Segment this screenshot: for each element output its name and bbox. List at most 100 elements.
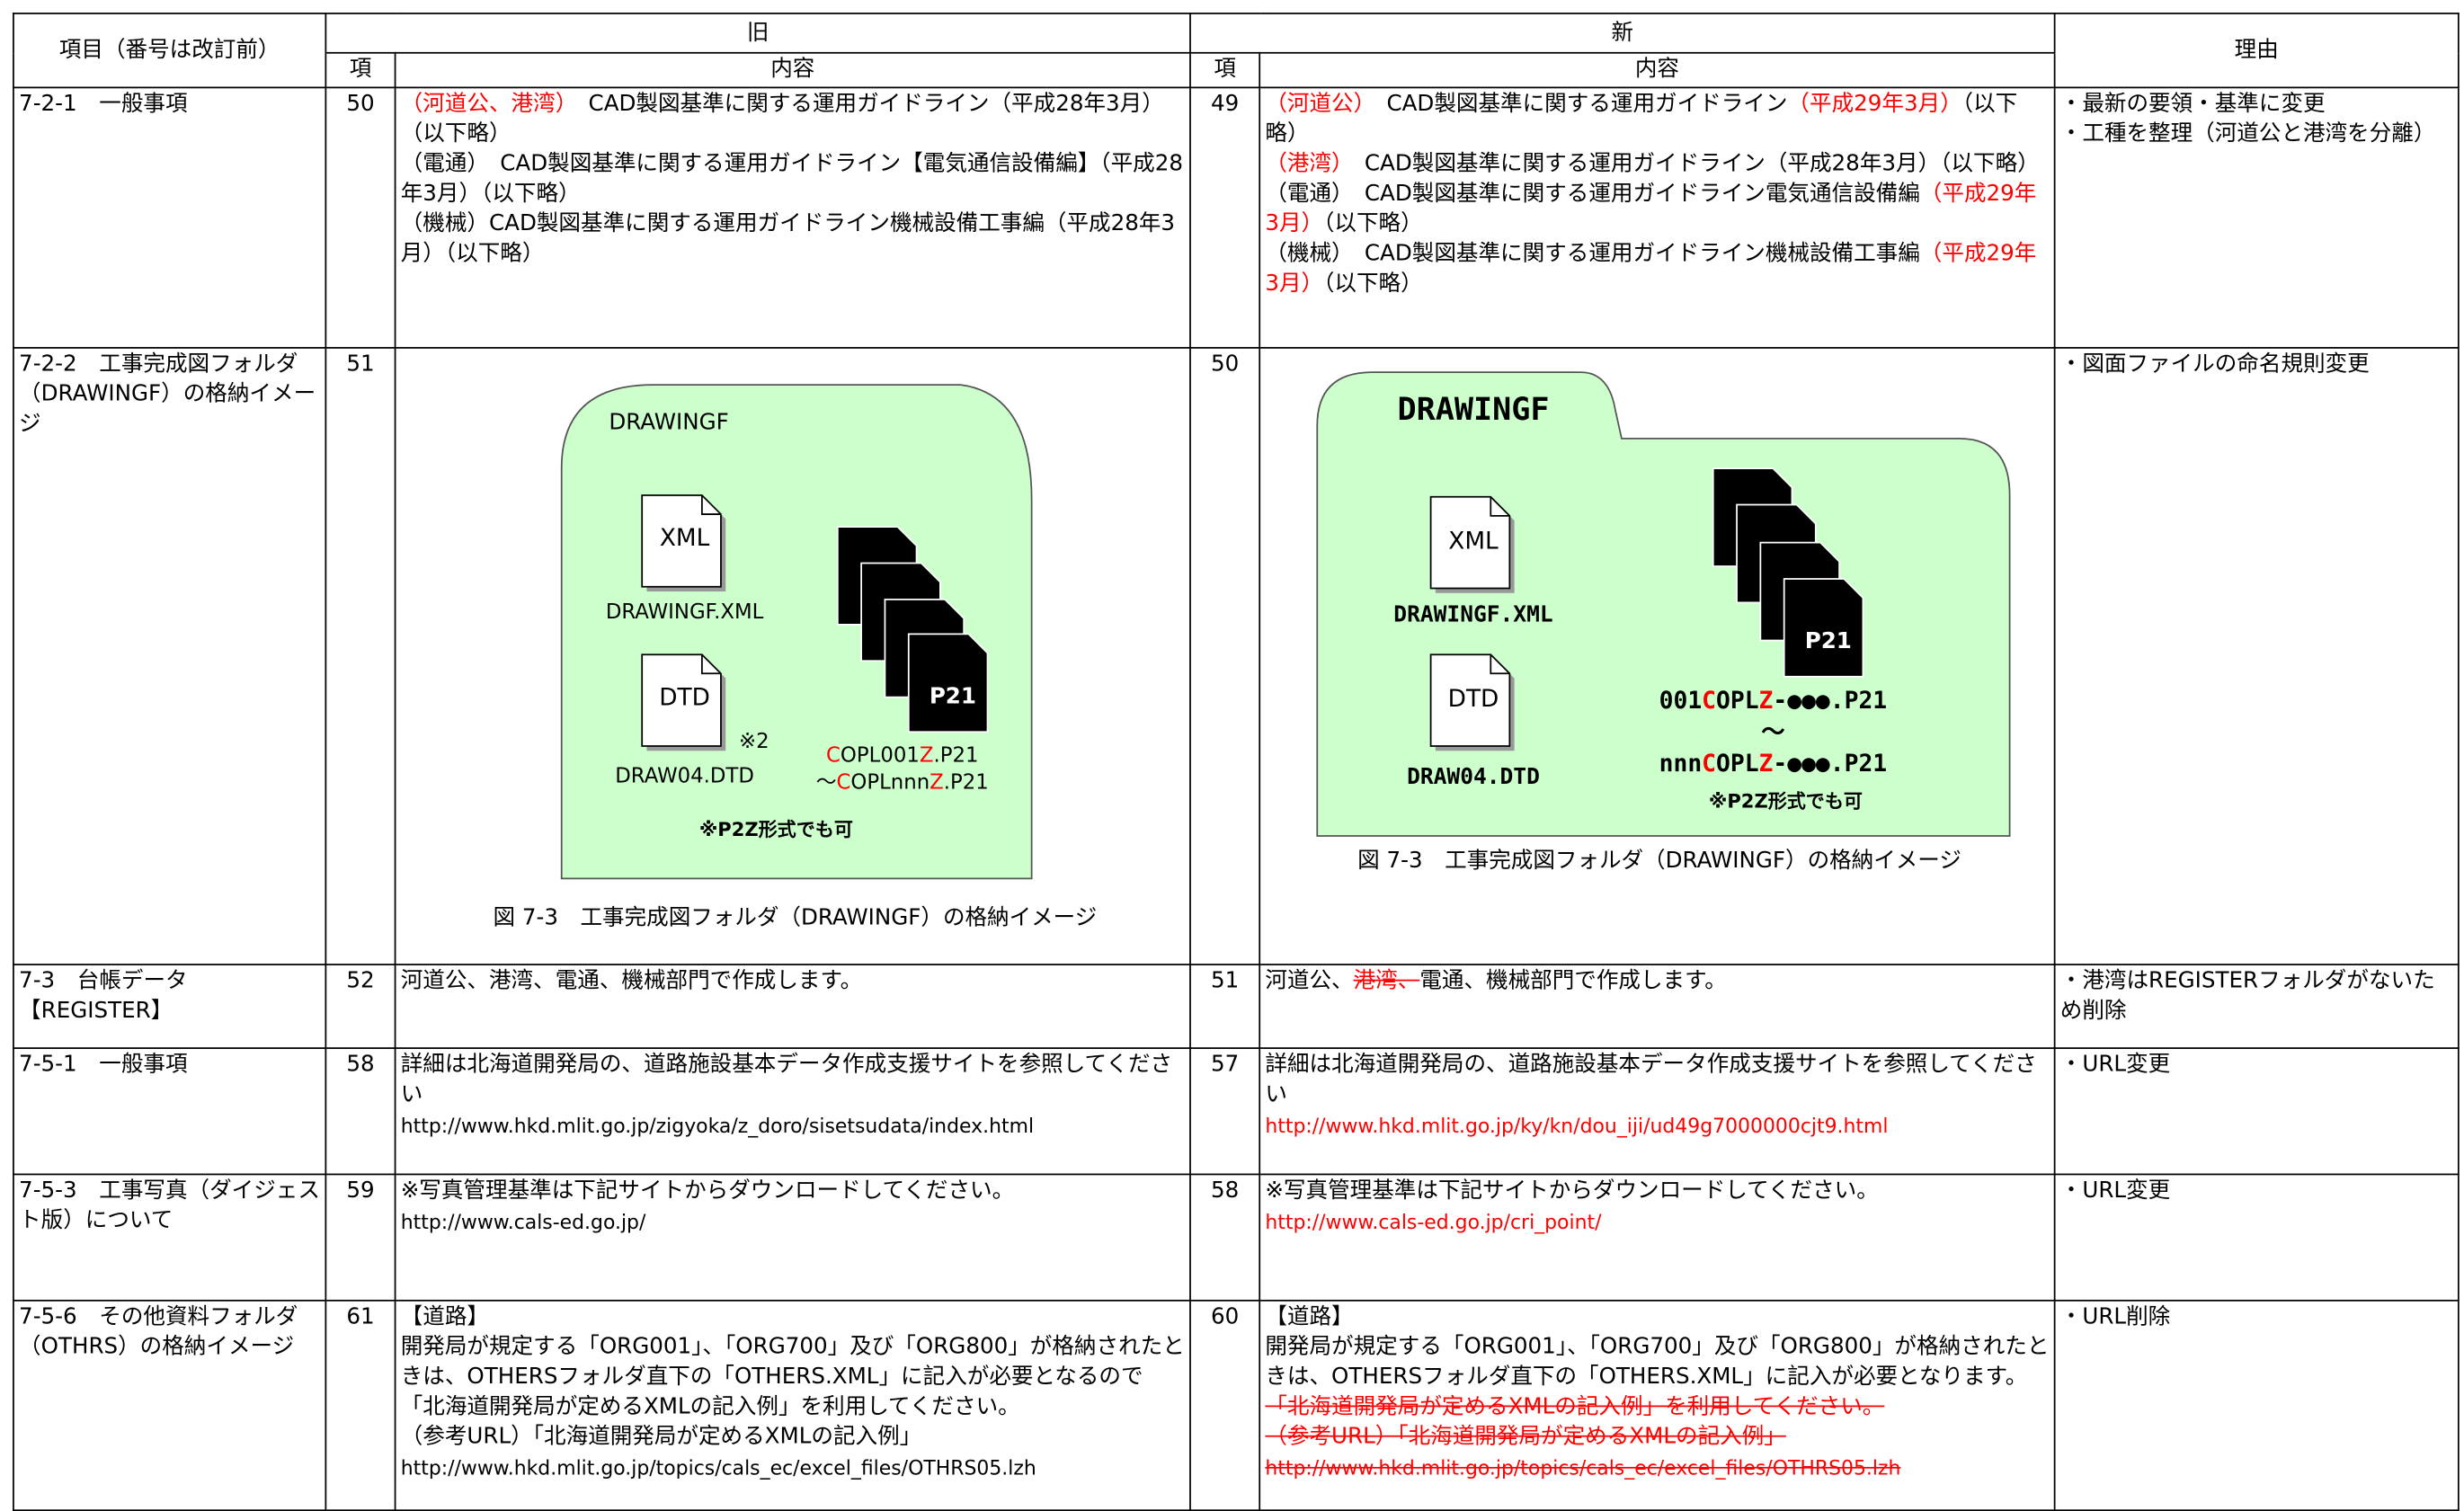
paragraph: http://www.cals-ed.go.jp/cri_point/ (1265, 1206, 2049, 1238)
file-name: DRAW04.DTD (615, 764, 754, 787)
reason-line: ・URL変更 (2059, 1178, 2171, 1204)
text-segment: nnn (1659, 751, 1703, 778)
table-row: 7-5-3 工事写真（ダイジェスト版）について 59 ※写真管理基準は下記サイトから… (13, 1173, 2460, 1302)
content-cell: （河道公、港湾） CAD製図基準に関する運用ガイドライン（平成28年3月）（以下… (394, 86, 1191, 349)
text-segment: .P21 (933, 744, 978, 768)
figure-caption: 図 7-3 工事完成図フォルダ（DRAWINGF）の格納イメージ (1357, 847, 1961, 873)
paragraph: （機械）CAD製図基準に関する運用ガイドライン機械設備工事編（平成28年3月）（… (401, 209, 1185, 270)
text-segment: ※写真管理基準は下記サイトからダウンロードしてください。 (400, 1178, 1015, 1204)
paragraph: （電通） CAD製図基準に関する運用ガイドライン【電気通信設備編】（平成28年3… (401, 150, 1185, 210)
paragraph: 【道路】 (401, 1302, 1185, 1332)
paragraph: http://www.hkd.mlit.go.jp/topics/cals_ec… (401, 1453, 1185, 1484)
text-segment: （以下略） (1323, 211, 1423, 237)
number-cell: 49 (1189, 86, 1261, 349)
url-text: http://www.hkd.mlit.go.jp/zigyoka/z_doro… (400, 1113, 1035, 1138)
header-cell: 旧 (325, 13, 1191, 54)
text-segment: OPLnnn (850, 770, 930, 794)
text-segment: 詳細は北海道開発局の、道路施設基本データ作成支援サイトを参照してください (400, 1052, 1173, 1107)
file-name: 001COPLZ-●●●.P21 (1659, 688, 1887, 715)
doc-fold (1490, 496, 1510, 517)
number-cell: 51 (1189, 964, 1261, 1049)
file-name: DRAWINGF.XML (606, 600, 764, 624)
text-segment: -●●●.P21 (1773, 751, 1887, 778)
content-cell: ※写真管理基準は下記サイトからダウンロードしてください。 http://www.c… (394, 1173, 1191, 1302)
number-cell: 58 (325, 1047, 396, 1176)
text-segment: 開発局が規定する「ORG001」、「ORG700」及び「ORG800」が格納され… (1265, 1334, 2050, 1390)
content-cell: 【道路】 開発局が規定する「ORG001」、「ORG700」及び「ORG800」が… (394, 1299, 1191, 1511)
reason-cell: ・図面ファイルの命名規則変更 (2053, 347, 2460, 965)
file-name: DRAW04.DTD (1407, 763, 1540, 789)
number-cell: 52 (325, 964, 396, 1049)
reason-cell: ・URL削除 (2053, 1299, 2460, 1511)
figure: DRAWINGF XML DRAWINGF.XML DTD DRAW04.DTD P21 0… (1316, 371, 2011, 873)
text-segment: （港湾） (1265, 151, 1343, 177)
paragraph: 河道公、港湾、電通、機械部門で作成します。 (1265, 967, 2049, 997)
content-cell: DRAWINGF XML DRAWINGF.XML DTD DRAW04.DTD P21 0… (1259, 347, 2056, 965)
paragraph: （河道公） CAD製図基準に関する運用ガイドライン（平成29年3月）（以下略） (1265, 90, 2049, 150)
number-cell: 50 (325, 86, 396, 349)
url-text: http://www.cals-ed.go.jp/cri_point/ (1265, 1209, 1602, 1234)
text-segment: （電通） CAD製図基準に関する運用ガイドライン電気通信設備編 (1265, 181, 1920, 207)
paragraph: （参考URL）「北海道開発局が定めるXMLの記入例」 (401, 1423, 1185, 1453)
file-name: ～COPLnnnZ.P21 (816, 770, 989, 794)
cad-file-icon (907, 633, 989, 733)
text-segment: （機械） CAD製図基準に関する運用ガイドライン機械設備工事編 (1265, 241, 1920, 267)
number-cell: 50 (1189, 347, 1261, 965)
content-cell: DRAWINGF XML DRAWINGF.XML DTD DRAW04.DTD ※2 P2… (394, 347, 1191, 965)
note: ※P2Z形式でも可 (699, 818, 853, 840)
text-segment: （以下略） (1323, 271, 1423, 297)
figure: DRAWINGF XML DRAWINGF.XML DTD DRAW04.DTD ※2 P2… (494, 384, 1097, 929)
text-segment: 河道公、港湾、電通、機械部門で作成します。 (400, 968, 863, 994)
icon-label: XML (660, 525, 710, 552)
content-cell: ※写真管理基準は下記サイトからダウンロードしてください。 http://www.c… (1259, 1173, 2056, 1302)
paragraph: http://www.cals-ed.go.jp/ (401, 1206, 1185, 1238)
text-segment: ～ (1761, 719, 1784, 746)
reason-line: ・URL変更 (2059, 1052, 2171, 1078)
text-segment: 河道公、 (1265, 968, 1354, 994)
paragraph: （機械） CAD製図基準に関する運用ガイドライン機械設備工事編（平成29年3月）… (1265, 240, 2049, 300)
cad-file-icon (1783, 578, 1864, 678)
doc-icon (1429, 653, 1511, 747)
text-segment: CAD製図基準に関する運用ガイドライン（平成28年3月）（以下略） (1342, 151, 2040, 177)
text-segment: （電通） CAD製図基準に関する運用ガイドライン【電気通信設備編】（平成28年3… (400, 151, 1184, 207)
number-cell: 60 (1189, 1299, 1261, 1511)
text-segment: 港湾、 (1353, 968, 1420, 994)
item-cell: 7-5-3 工事写真（ダイジェスト版）について (13, 1173, 327, 1302)
doc-fold (1490, 654, 1510, 675)
paragraph: 河道公、港湾、電通、機械部門で作成します。 (401, 967, 1185, 997)
number-cell: 59 (325, 1173, 396, 1302)
text-segment: （参考URL）「北海道開発局が定めるXMLの記入例」 (400, 1424, 922, 1450)
paragraph: 詳細は北海道開発局の、道路施設基本データ作成支援サイトを参照してください (401, 1051, 1185, 1111)
text-segment: （機械）CAD製図基準に関する運用ガイドライン機械設備工事編（平成28年3月）（… (400, 211, 1176, 267)
table-row: 7-2-1 一般事項 50 （河道公、港湾） CAD製図基準に関する運用ガイドライン… (13, 86, 2460, 349)
text-segment: C (826, 744, 841, 768)
text-segment: CAD製図基準に関する運用ガイドライン（平成28年3月）（以下略） (400, 91, 1164, 147)
content-cell: （河道公） CAD製図基準に関する運用ガイドライン（平成29年3月）（以下略）（… (1259, 86, 2056, 349)
text-segment: （河道公、港湾） (400, 91, 566, 117)
paragraph: ※写真管理基準は下記サイトからダウンロードしてください。 (1265, 1177, 2049, 1206)
note: ※P2Z形式でも可 (1709, 789, 1863, 812)
content-cell: 詳細は北海道開発局の、道路施設基本データ作成支援サイトを参照してください http… (394, 1047, 1191, 1176)
paragraph: （電通） CAD製図基準に関する運用ガイドライン電気通信設備編（平成29年3月）… (1265, 180, 2049, 240)
table-row: 7-3 台帳データ【REGISTER】 52 河道公、港湾、電通、機械部門で作成しま… (13, 964, 2460, 1049)
header-cell: 内容 (1259, 51, 2056, 89)
reason-line: ・最新の要領・基準に変更 (2059, 91, 2326, 117)
table-row: 7-5-6 その他資料フォルダ（OTHRS）の格納イメージ 61 【道路】 開発局が規… (13, 1299, 2460, 1511)
reason-cell: ・URL変更 (2053, 1173, 2460, 1302)
header-cell: 項 (1189, 51, 1261, 89)
url-text: http://www.cals-ed.go.jp/ (400, 1209, 646, 1234)
text-segment: Z (1759, 751, 1774, 778)
paragraph: http://www.hkd.mlit.go.jp/topics/cals_ec… (1265, 1453, 2049, 1484)
table-body: 項目（番号は改訂前）旧新理由項内容項内容 7-2-1 一般事項 50 （河道公、港湾）… (13, 13, 2460, 1511)
item-cell: 7-3 台帳データ【REGISTER】 (13, 964, 327, 1049)
doc-icon (641, 653, 722, 747)
header-cell: 理由 (2053, 13, 2460, 89)
icon-label: DTD (1448, 686, 1499, 713)
reason-line: ・工種を整理（河道公と港湾を分離） (2059, 121, 2436, 147)
text-segment: （以下略） (1265, 91, 2018, 147)
folder-name: DRAWINGF (609, 408, 728, 434)
reason-line: ・港湾はREGISTERフォルダがないため削除 (2059, 968, 2435, 1024)
paragraph: （参考URL）「北海道開発局が定めるXMLの記入例」 (1265, 1423, 2049, 1453)
number-cell: 51 (325, 347, 396, 965)
table-row: 7-2-2 工事完成図フォルダ（DRAWINGF）の格納イメージ 51 DRAWIN… (13, 347, 2460, 965)
